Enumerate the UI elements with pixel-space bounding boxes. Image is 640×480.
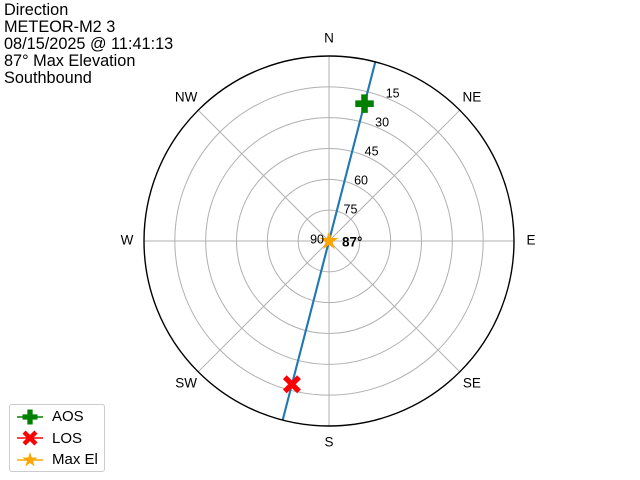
svg-text:75: 75 — [344, 202, 358, 216]
svg-text:S: S — [324, 435, 333, 450]
svg-text:N: N — [324, 31, 334, 46]
svg-text:90: 90 — [310, 232, 324, 246]
svg-text:30: 30 — [375, 115, 389, 129]
svg-text:15: 15 — [386, 86, 400, 100]
svg-text:60: 60 — [354, 173, 368, 187]
svg-text:SW: SW — [175, 375, 197, 390]
svg-text:45: 45 — [365, 144, 379, 158]
svg-text:NE: NE — [462, 90, 481, 105]
svg-text:87°: 87° — [342, 235, 362, 250]
svg-text:NW: NW — [175, 90, 198, 105]
svg-text:W: W — [121, 233, 134, 248]
svg-text:E: E — [526, 233, 535, 248]
svg-text:SE: SE — [463, 375, 481, 390]
